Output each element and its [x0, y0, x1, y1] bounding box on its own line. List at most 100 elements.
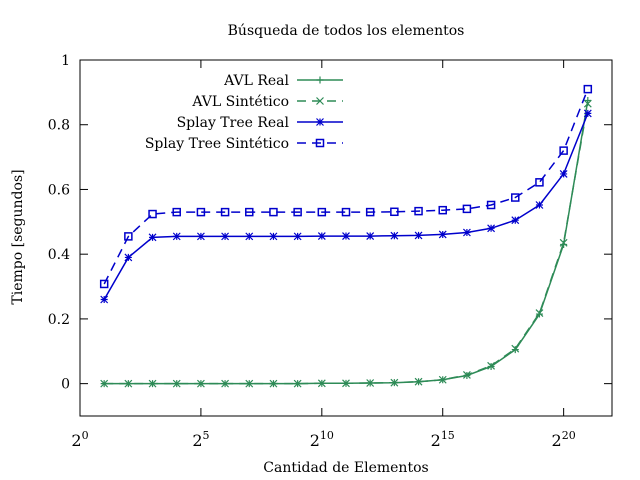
data-point — [486, 200, 496, 210]
data-point — [245, 207, 254, 217]
data-point — [317, 379, 326, 388]
plot-frame — [79, 59, 613, 417]
axes-layer: 0 0.2 0.4 0.6 0.8 1 20 25 210 215 220 — [48, 53, 613, 450]
data-point — [559, 238, 568, 247]
data-point — [366, 379, 375, 387]
data-point — [196, 379, 205, 388]
legend-entry-1: AVL Real — [223, 73, 343, 89]
series-layer — [99, 84, 593, 388]
data-point — [487, 224, 496, 233]
data-point — [535, 309, 544, 318]
x-tick-label: 210 — [310, 429, 334, 450]
data-point — [293, 207, 302, 217]
y-tick-label: 0.6 — [48, 182, 70, 198]
data-point — [293, 379, 302, 388]
legend-label: Splay Tree Sintético — [145, 136, 289, 152]
legend-label: Splay Tree Real — [177, 115, 290, 131]
data-point — [487, 361, 496, 370]
data-point — [365, 207, 375, 217]
legend-entry-4: Splay Tree Sintético — [145, 136, 343, 152]
x-tick-label: 20 — [71, 429, 88, 450]
series-4 — [99, 84, 593, 289]
series-2 — [100, 99, 592, 388]
data-point — [221, 379, 230, 388]
data-point — [269, 207, 278, 217]
data-point — [317, 232, 326, 240]
data-point — [414, 377, 423, 386]
legend-marker — [316, 76, 324, 84]
data-point — [124, 253, 133, 262]
data-point — [511, 216, 520, 225]
data-point — [342, 379, 350, 388]
data-point — [511, 344, 520, 353]
data-point — [414, 231, 423, 240]
data-point — [583, 99, 592, 108]
data-point — [390, 231, 399, 240]
data-point — [124, 232, 133, 241]
y-tick-label: 0.4 — [48, 247, 70, 263]
legend: AVL Real AVL Sintético Splay Tree Real Spla… — [145, 73, 343, 152]
data-point — [583, 109, 592, 118]
data-point — [511, 193, 520, 202]
data-point — [462, 370, 471, 379]
data-point — [99, 279, 109, 289]
data-point — [317, 207, 327, 217]
data-point — [583, 84, 593, 94]
data-point — [438, 230, 447, 239]
data-point — [390, 378, 399, 387]
data-point — [293, 232, 302, 241]
data-point — [269, 232, 278, 241]
data-point — [511, 346, 519, 354]
data-point — [148, 233, 157, 242]
data-point — [100, 379, 109, 388]
x-axis-label: Cantidad de Elementos — [263, 460, 428, 476]
data-point — [245, 379, 254, 388]
y-axis-label: Tiempo [segundos] — [10, 169, 26, 304]
data-point — [438, 205, 447, 215]
data-point — [221, 232, 230, 241]
chart-title: Búsqueda de todos los elementos — [228, 23, 465, 39]
legend-label: AVL Sintético — [191, 94, 289, 110]
y-tick-label: 0.2 — [48, 312, 70, 328]
data-point — [172, 232, 181, 241]
data-point — [559, 169, 568, 178]
data-point — [196, 207, 206, 217]
data-point — [148, 379, 157, 388]
data-point — [584, 96, 592, 104]
legend-entry-2: AVL Sintético — [191, 94, 343, 110]
x-tick-label: 215 — [431, 429, 455, 450]
data-point — [414, 206, 423, 216]
data-point — [535, 310, 543, 318]
data-point — [559, 146, 568, 155]
data-point — [390, 207, 399, 217]
data-point — [366, 232, 375, 240]
data-point — [245, 232, 254, 241]
data-point — [124, 379, 133, 388]
x-tick-label: 25 — [192, 429, 209, 450]
y-tick-label: 0 — [61, 377, 70, 393]
y-tick-label: 1 — [61, 53, 70, 69]
data-point — [535, 201, 544, 209]
data-point — [148, 209, 157, 219]
x-tick-label: 220 — [552, 429, 576, 450]
data-point — [269, 379, 278, 388]
legend-label: AVL Real — [223, 73, 289, 89]
data-point — [341, 207, 351, 217]
data-point — [196, 232, 205, 241]
series-line — [103, 88, 589, 285]
data-point — [438, 375, 447, 384]
legend-entry-3: Splay Tree Real — [177, 115, 343, 131]
data-point — [220, 207, 230, 217]
legend-marker — [315, 138, 325, 148]
y-tick-label: 0.8 — [48, 118, 70, 134]
data-point — [172, 379, 181, 388]
data-point — [172, 207, 181, 217]
legend-marker — [316, 97, 324, 105]
data-point — [462, 204, 472, 214]
legend-marker — [316, 118, 324, 126]
data-point — [462, 228, 471, 237]
data-point — [100, 295, 109, 304]
series-3 — [100, 109, 592, 304]
